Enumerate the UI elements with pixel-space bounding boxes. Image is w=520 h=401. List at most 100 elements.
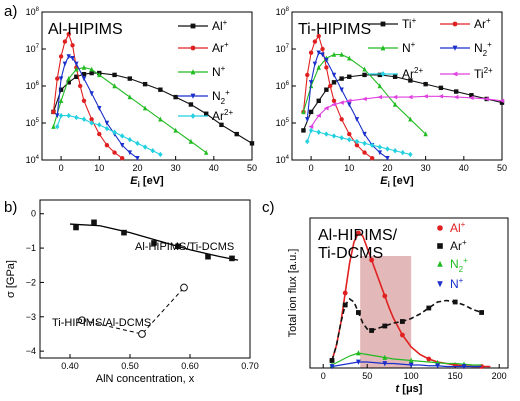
data-point [354,117,360,122]
data-point [327,83,333,89]
data-point [188,138,194,144]
legend-label: N2+ [212,88,230,106]
data-point [91,219,97,226]
data-point [58,98,64,103]
data-point [438,94,444,99]
plot-frame [309,217,509,369]
data-point [408,151,413,158]
data-point [66,75,71,81]
data-point [331,80,337,85]
legend-label: Ar+ [450,238,467,253]
data-point [479,310,484,315]
y-tick-label: 107 [26,44,40,54]
data-point [180,283,188,292]
data-point [51,109,56,115]
data-point [58,87,64,92]
y-tick-label: 108 [276,7,290,17]
data-point [97,72,102,78]
data-point [229,255,235,262]
series-line [331,297,482,361]
data-point [142,144,148,150]
data-point [452,21,458,27]
data-point [203,149,209,155]
data-point [362,140,367,147]
data-point [173,94,178,100]
chart-title: Al-HIPIMS [48,21,123,38]
data-point [342,290,348,296]
x-tick-label: 0.40 [61,361,79,371]
data-point [127,136,133,143]
x-tick-label: 0 [309,163,314,173]
data-point [308,109,314,115]
data-point [377,83,383,89]
data-point [382,361,388,367]
data-point [347,55,352,61]
data-point [339,87,344,93]
data-point [121,229,127,236]
x-tick-label: 0.60 [181,361,199,371]
x-tick-label: 20 [382,163,392,173]
data-point [205,253,211,260]
data-point [62,39,68,44]
data-point [339,51,344,57]
data-point [81,98,87,104]
y-axis-label: σ [GPa] [5,260,17,298]
chart-a-right: 0 10 20 30 40 50 104 105 106 107 108 Ei [eV] Ti-HIPI… [276,7,507,189]
data-point [89,117,94,122]
data-point [437,243,443,249]
data-point [362,66,367,72]
data-point [437,260,443,267]
data-point [385,155,390,161]
x-tick-label: 0 [321,371,326,381]
data-point [190,23,196,29]
data-point [127,150,133,156]
data-point [423,81,428,87]
data-point [301,109,306,115]
y-tick-label: −3 [26,312,36,322]
data-point [62,61,68,67]
data-point [437,225,443,231]
data-point [135,155,140,161]
x-tick-label: 40 [209,163,219,173]
data-point [301,128,306,133]
legend-label: Ar2+ [212,108,233,123]
data-point [452,71,458,77]
data-point [324,65,329,70]
data-point [377,144,383,150]
data-point [66,80,71,85]
data-point [324,131,329,137]
x-tick-label: 0 [59,163,64,173]
chart-c: 0 50 100 150 200 t [μs] Total ion flux [a.u.] A… [287,217,509,395]
data-point [323,106,329,111]
data-point [347,136,352,143]
chart-title: Al-HIPIMS/ [318,227,398,244]
data-point [380,71,386,77]
data-point [320,46,325,52]
chart-title: Ti-HIPIMS [298,21,371,38]
data-point [308,127,314,134]
data-point [249,141,255,146]
data-point [382,354,388,360]
panel-label-a: a) [4,3,17,20]
data-point [55,76,60,81]
data-point [203,111,209,116]
data-point [70,43,75,48]
y-tick-label: 106 [276,81,290,91]
panel-label-c: c) [262,199,275,216]
data-point [324,57,329,63]
data-point [66,54,71,60]
data-point [331,133,337,139]
data-point [324,87,329,92]
series-label: Ti-HIPIMS/Al-DCMS [52,317,151,329]
data-point [66,112,71,119]
data-point [97,122,102,128]
data-point [119,155,125,161]
x-tick-label: 30 [171,163,181,173]
data-point [452,45,458,51]
data-point [469,93,474,98]
data-point [331,51,337,57]
legend-label: Ar+ [474,16,491,31]
data-point [342,302,348,308]
x-axis-label: Ei [eV] [380,175,414,189]
data-point [354,143,360,148]
